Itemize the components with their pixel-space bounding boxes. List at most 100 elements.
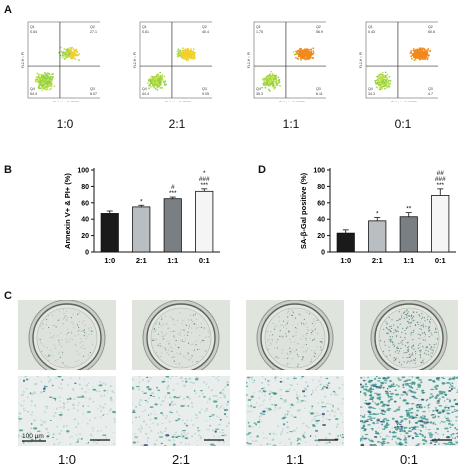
stain-speck bbox=[303, 318, 305, 320]
stained-cell bbox=[434, 440, 438, 443]
stain-speck bbox=[54, 324, 56, 326]
stained-cell bbox=[338, 387, 341, 390]
stain-speck bbox=[80, 346, 82, 349]
stain-speck bbox=[425, 349, 427, 351]
stained-cell bbox=[281, 428, 284, 430]
stained-cell bbox=[175, 436, 179, 438]
stained-cell bbox=[250, 404, 252, 408]
stained-cell bbox=[441, 411, 445, 413]
stain-speck bbox=[188, 327, 190, 329]
stain-speck bbox=[430, 346, 432, 348]
stained-cell bbox=[95, 442, 98, 445]
stain-speck bbox=[386, 323, 388, 325]
event-dot bbox=[78, 53, 81, 55]
stained-cell bbox=[279, 388, 282, 391]
stain-speck bbox=[390, 338, 392, 340]
event-dot bbox=[267, 77, 270, 80]
stain-speck bbox=[161, 346, 163, 348]
event-dot bbox=[46, 88, 49, 91]
stained-cell bbox=[173, 445, 176, 446]
stained-cell bbox=[360, 443, 365, 446]
stain-speck bbox=[268, 345, 270, 347]
stain-speck bbox=[314, 355, 316, 358]
event-dot bbox=[41, 82, 43, 85]
stain-speck bbox=[421, 318, 423, 320]
stain-speck bbox=[304, 337, 307, 339]
stain-speck bbox=[300, 314, 302, 316]
stained-cell bbox=[296, 438, 301, 440]
stain-speck bbox=[173, 337, 175, 339]
stained-cell bbox=[313, 416, 316, 418]
stained-cell bbox=[407, 414, 411, 417]
stain-speck bbox=[400, 347, 402, 350]
stain-speck bbox=[383, 328, 385, 331]
stain-speck bbox=[62, 318, 64, 320]
stained-cell bbox=[449, 383, 452, 386]
stained-cell bbox=[33, 419, 36, 422]
stained-cell bbox=[297, 439, 301, 441]
event-dot bbox=[176, 55, 179, 58]
stain-speck bbox=[45, 355, 47, 357]
stained-cell bbox=[277, 408, 280, 410]
stained-cell bbox=[270, 395, 272, 398]
stain-speck bbox=[391, 319, 393, 321]
stained-cell bbox=[246, 376, 251, 379]
stained-cell bbox=[31, 393, 33, 396]
stain-speck bbox=[301, 358, 303, 361]
stained-cell bbox=[18, 429, 24, 432]
event-dot bbox=[161, 86, 163, 89]
stain-speck bbox=[192, 343, 194, 345]
event-dot bbox=[44, 88, 47, 91]
stain-speck bbox=[86, 335, 88, 337]
stained-cell bbox=[261, 376, 264, 378]
stain-speck bbox=[313, 352, 315, 354]
event-dot bbox=[189, 56, 192, 59]
stained-cell bbox=[282, 416, 287, 419]
stain-speck bbox=[416, 311, 418, 313]
stained-cell bbox=[386, 394, 390, 397]
stained-cell bbox=[132, 441, 137, 444]
event-dot bbox=[39, 87, 42, 90]
stained-cell bbox=[174, 431, 178, 434]
stained-cell bbox=[22, 407, 25, 410]
stained-cell bbox=[93, 417, 97, 419]
gate-label: Q3 bbox=[316, 87, 321, 91]
stained-cell bbox=[415, 414, 419, 417]
event-dot bbox=[381, 87, 384, 90]
stained-cell bbox=[91, 430, 94, 432]
stained-cell bbox=[259, 414, 263, 417]
event-dot bbox=[382, 76, 385, 79]
y-axis-label: FL2-H :: PI bbox=[247, 52, 251, 68]
stain-speck bbox=[418, 315, 421, 317]
stain-speck bbox=[66, 333, 69, 335]
stained-cell bbox=[268, 409, 270, 412]
bar-0-1 bbox=[195, 190, 214, 253]
stained-cell bbox=[289, 431, 294, 433]
event-dot bbox=[53, 85, 56, 87]
stained-cell bbox=[264, 378, 267, 380]
stained-cell bbox=[253, 379, 256, 381]
stained-cell bbox=[149, 418, 152, 421]
stained-cell bbox=[190, 401, 193, 404]
event-dot bbox=[43, 72, 46, 74]
stained-cell bbox=[290, 406, 292, 409]
stained-cell bbox=[301, 422, 305, 425]
event-dot bbox=[163, 75, 166, 78]
stained-cell bbox=[151, 391, 154, 395]
stained-cell bbox=[285, 391, 290, 393]
stained-cell bbox=[113, 431, 115, 434]
stained-cell bbox=[22, 404, 24, 406]
stained-cell bbox=[435, 395, 438, 398]
stained-cell bbox=[247, 424, 250, 427]
stained-cell bbox=[167, 380, 169, 383]
stained-cell bbox=[212, 395, 215, 398]
stained-cell bbox=[418, 395, 421, 397]
stain-speck bbox=[426, 346, 428, 348]
stained-cell bbox=[173, 396, 177, 398]
event-dot bbox=[427, 54, 430, 57]
stain-speck bbox=[403, 312, 405, 314]
event-dot bbox=[418, 58, 421, 61]
stain-speck bbox=[295, 331, 297, 333]
stained-cell bbox=[368, 407, 372, 409]
stained-cell bbox=[440, 420, 443, 423]
